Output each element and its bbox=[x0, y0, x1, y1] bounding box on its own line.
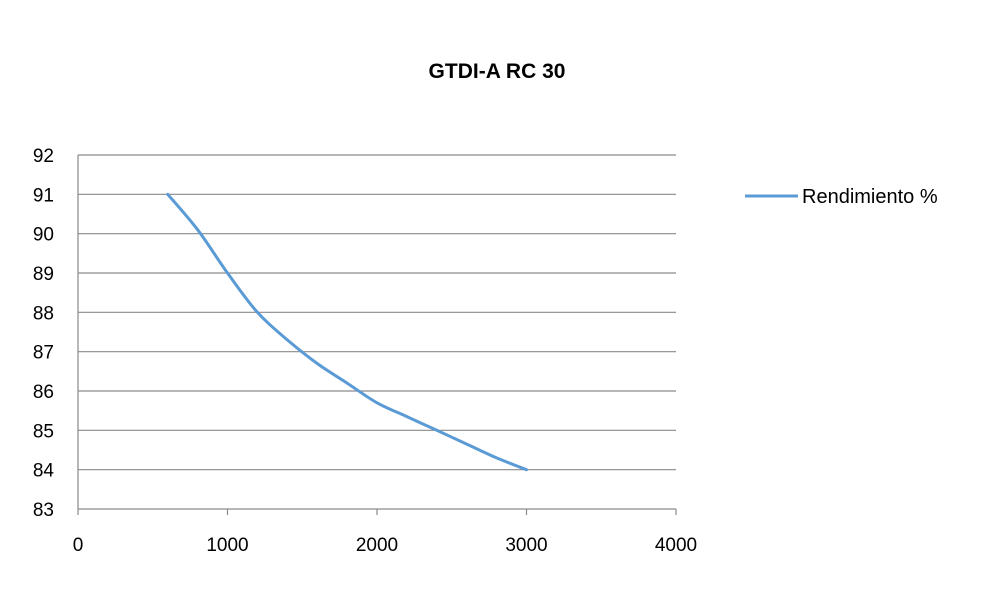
y-tick-label: 83 bbox=[33, 500, 54, 521]
y-tick-label: 91 bbox=[33, 185, 54, 206]
y-tick-label: 84 bbox=[33, 461, 55, 482]
y-tick-label: 85 bbox=[33, 421, 54, 442]
x-tick-label: 1000 bbox=[206, 535, 248, 556]
x-tick-label: 0 bbox=[73, 535, 84, 556]
y-axis-tick-labels: 83 84 85 86 87 88 89 90 91 92 bbox=[33, 146, 55, 521]
y-tick-label: 89 bbox=[33, 264, 54, 285]
gridlines bbox=[78, 154, 676, 510]
legend-label-rendimiento: Rendimiento % bbox=[802, 186, 938, 208]
legend: Rendimiento % bbox=[745, 186, 938, 208]
x-tick-label: 4000 bbox=[655, 535, 697, 556]
x-tick-label: 3000 bbox=[505, 535, 547, 556]
series-line-0 bbox=[166, 192, 528, 472]
y-tick-label: 92 bbox=[33, 146, 54, 167]
x-axis-tick-labels: 0 1000 2000 3000 4000 bbox=[73, 535, 697, 556]
y-tick-label: 88 bbox=[33, 303, 54, 324]
y-tick-label: 87 bbox=[33, 343, 54, 364]
chart-title: GTDI-A RC 30 bbox=[429, 60, 566, 83]
y-tick-label: 90 bbox=[33, 225, 54, 246]
series-lines bbox=[166, 192, 528, 472]
axes bbox=[77, 155, 677, 515]
y-tick-label: 86 bbox=[33, 382, 54, 403]
x-tick-label: 2000 bbox=[356, 535, 398, 556]
